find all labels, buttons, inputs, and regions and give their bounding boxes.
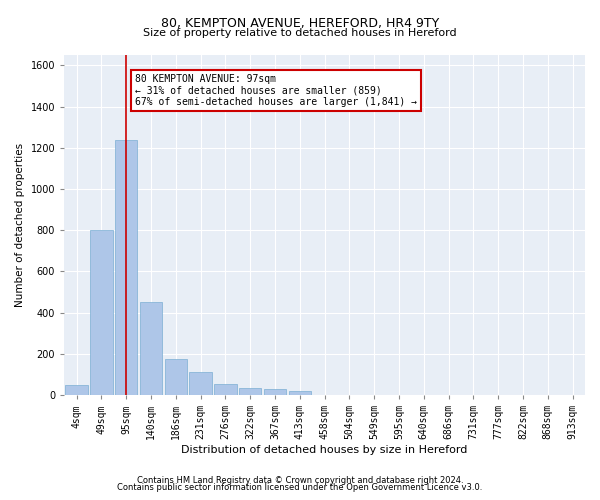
- Bar: [239, 388, 262, 395]
- Bar: [289, 391, 311, 395]
- Bar: [115, 140, 137, 395]
- Bar: [140, 302, 162, 395]
- Text: Contains public sector information licensed under the Open Government Licence v3: Contains public sector information licen…: [118, 484, 482, 492]
- Bar: [264, 389, 286, 395]
- Text: 80 KEMPTON AVENUE: 97sqm
← 31% of detached houses are smaller (859)
67% of semi-: 80 KEMPTON AVENUE: 97sqm ← 31% of detach…: [135, 74, 417, 107]
- Text: Contains HM Land Registry data © Crown copyright and database right 2024.: Contains HM Land Registry data © Crown c…: [137, 476, 463, 485]
- Bar: [65, 385, 88, 395]
- Text: 80, KEMPTON AVENUE, HEREFORD, HR4 9TY: 80, KEMPTON AVENUE, HEREFORD, HR4 9TY: [161, 18, 439, 30]
- Bar: [164, 359, 187, 395]
- Bar: [214, 384, 236, 395]
- Bar: [190, 372, 212, 395]
- Text: Size of property relative to detached houses in Hereford: Size of property relative to detached ho…: [143, 28, 457, 38]
- X-axis label: Distribution of detached houses by size in Hereford: Distribution of detached houses by size …: [181, 445, 468, 455]
- Y-axis label: Number of detached properties: Number of detached properties: [15, 143, 25, 307]
- Bar: [90, 230, 113, 395]
